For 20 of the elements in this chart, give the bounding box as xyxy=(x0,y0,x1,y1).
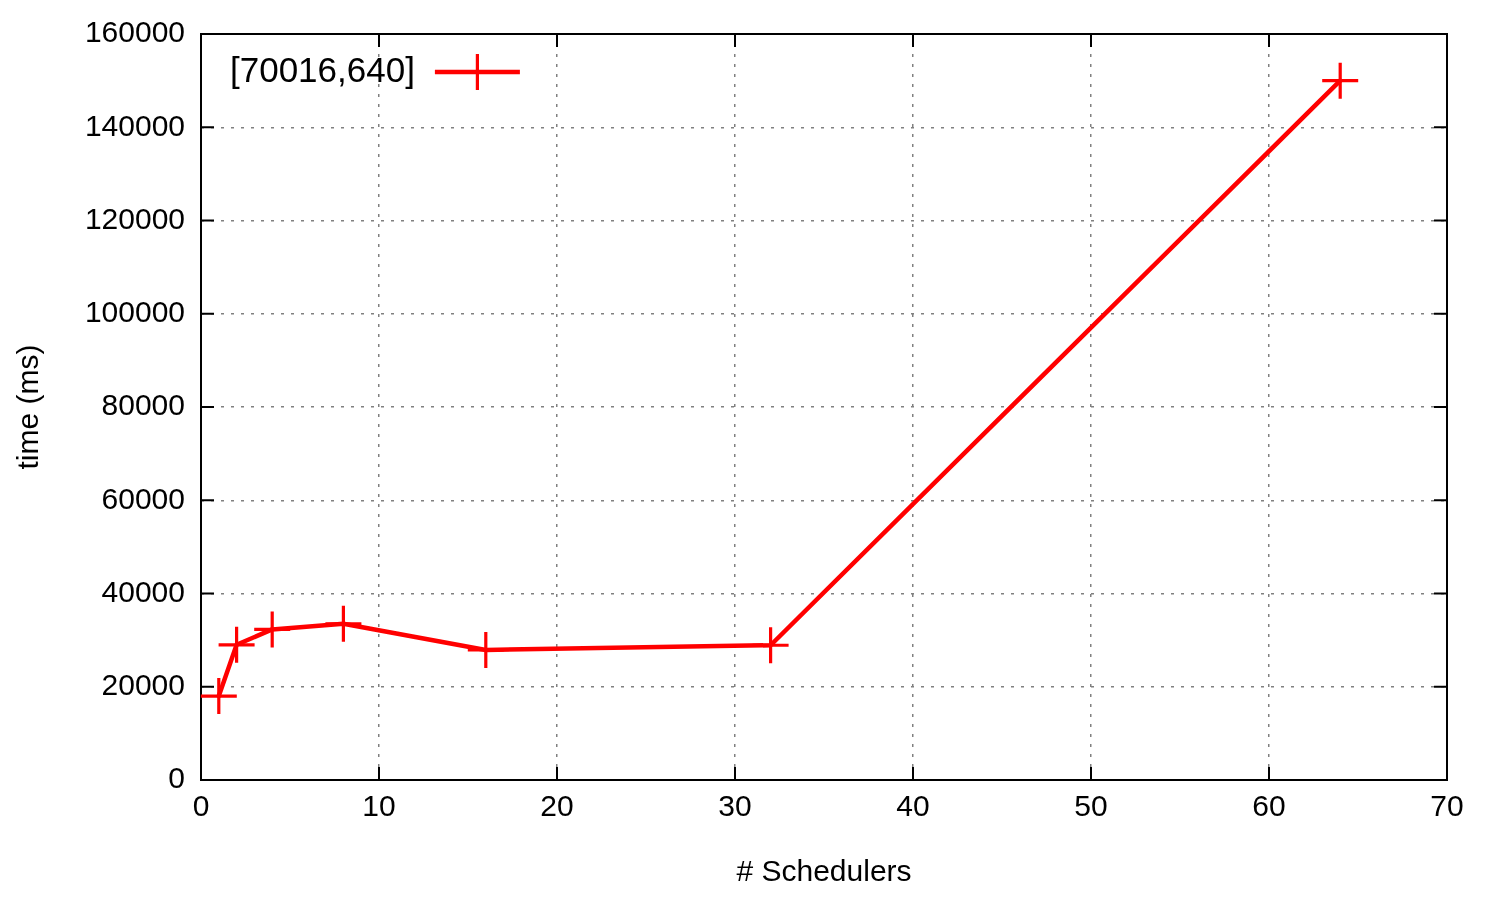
x-tick-label: 50 xyxy=(1074,789,1108,823)
y-tick-label: 80000 xyxy=(101,388,185,422)
y-tick-label: 100000 xyxy=(84,295,185,329)
y-tick-label: 120000 xyxy=(84,201,185,235)
x-tick-label: 0 xyxy=(192,789,210,823)
y-tick-label: 60000 xyxy=(101,481,185,515)
x-tick-label: 30 xyxy=(718,789,752,823)
y-tick-label: 0 xyxy=(168,761,185,795)
y-tick-label: 140000 xyxy=(84,108,185,142)
x-tick-label: 60 xyxy=(1252,789,1286,823)
y-axis-title: time (ms) xyxy=(11,344,45,470)
x-tick-label: 20 xyxy=(540,789,574,823)
x-axis-title: # Schedulers xyxy=(736,854,912,888)
y-tick-label: 20000 xyxy=(101,668,185,702)
x-tick-label: 10 xyxy=(362,789,396,823)
y-tick-label: 40000 xyxy=(101,574,185,608)
legend-label: [70016,640] xyxy=(229,49,415,89)
x-tick-label: 40 xyxy=(896,789,930,823)
x-tick-label: 70 xyxy=(1430,789,1464,823)
y-tick-label: 160000 xyxy=(84,15,185,49)
